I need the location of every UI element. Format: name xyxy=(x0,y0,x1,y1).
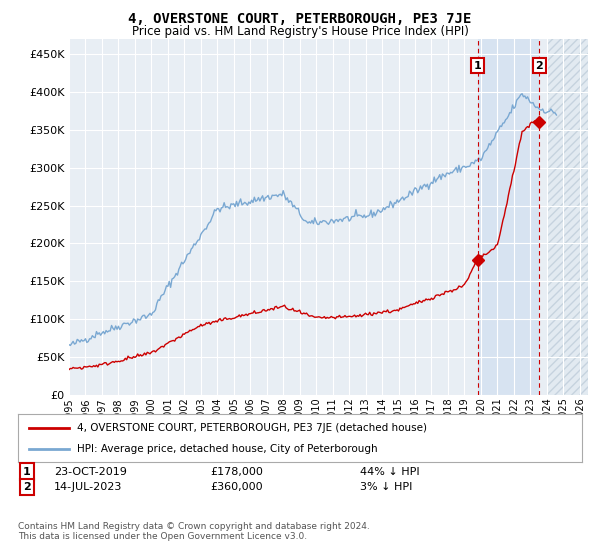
Text: 3% ↓ HPI: 3% ↓ HPI xyxy=(360,482,412,492)
Bar xyxy=(547,39,588,395)
Text: 44% ↓ HPI: 44% ↓ HPI xyxy=(360,466,419,477)
Text: 2: 2 xyxy=(23,482,31,492)
Bar xyxy=(478,39,539,395)
Text: £360,000: £360,000 xyxy=(210,482,263,492)
Text: 14-JUL-2023: 14-JUL-2023 xyxy=(54,482,122,492)
Text: 4, OVERSTONE COURT, PETERBOROUGH, PE3 7JE: 4, OVERSTONE COURT, PETERBOROUGH, PE3 7J… xyxy=(128,12,472,26)
Text: 2: 2 xyxy=(535,60,543,71)
Text: £178,000: £178,000 xyxy=(210,466,263,477)
Text: 23-OCT-2019: 23-OCT-2019 xyxy=(54,466,127,477)
Text: HPI: Average price, detached house, City of Peterborough: HPI: Average price, detached house, City… xyxy=(77,444,378,454)
Text: Price paid vs. HM Land Registry's House Price Index (HPI): Price paid vs. HM Land Registry's House … xyxy=(131,25,469,38)
Text: Contains HM Land Registry data © Crown copyright and database right 2024.
This d: Contains HM Land Registry data © Crown c… xyxy=(18,522,370,542)
Text: 1: 1 xyxy=(23,466,31,477)
Text: 4, OVERSTONE COURT, PETERBOROUGH, PE3 7JE (detached house): 4, OVERSTONE COURT, PETERBOROUGH, PE3 7J… xyxy=(77,423,427,433)
Text: 1: 1 xyxy=(474,60,482,71)
